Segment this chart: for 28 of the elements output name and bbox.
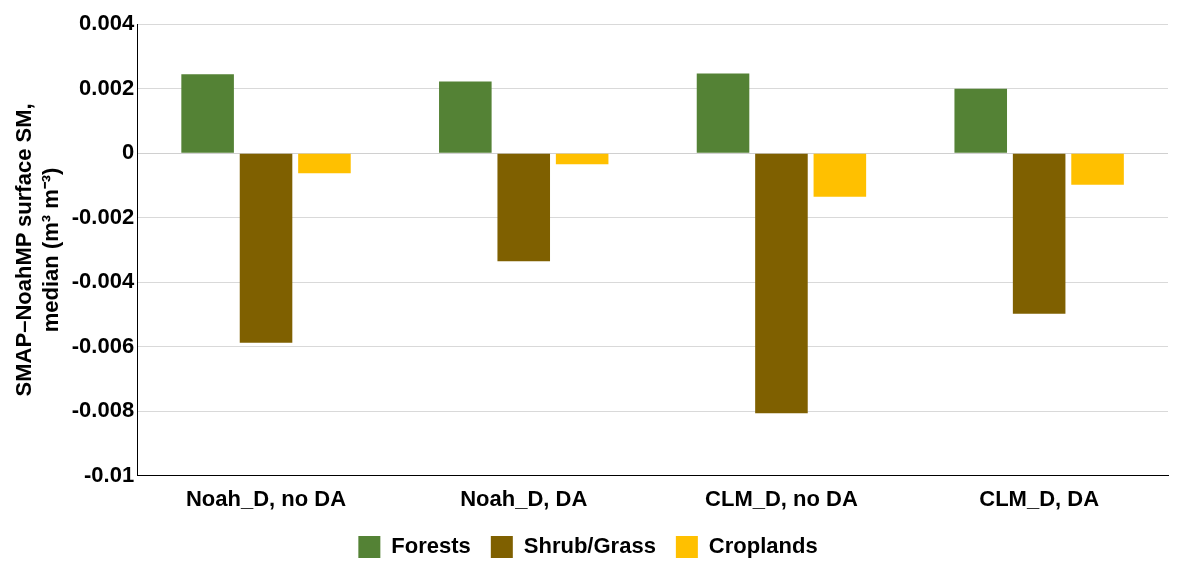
- y-axis-title: SMAP–NoahMP surface SM, median (m³ m⁻³): [11, 103, 63, 397]
- x-tick-label: Noah_D, no DA: [185, 485, 347, 511]
- y-tick-label: -0.004: [71, 268, 135, 294]
- bar: [497, 153, 551, 262]
- y-tick-label: -0.01: [84, 461, 135, 487]
- legend-label: Forests: [391, 533, 471, 559]
- x-tick-label: CLM_D, DA: [979, 485, 1100, 511]
- legend-label: Croplands: [708, 533, 818, 559]
- bar: [439, 81, 492, 153]
- bar: [813, 153, 867, 197]
- bar: [954, 88, 1008, 153]
- y-tick-label: 0: [121, 139, 135, 165]
- y-tick-label: 0.002: [79, 74, 135, 100]
- y-tick-label: -0.002: [71, 203, 135, 229]
- y-tick-label: -0.006: [71, 332, 135, 358]
- bar: [1012, 153, 1066, 314]
- legend-label: Shrub/Grass: [523, 533, 656, 559]
- x-tick-label: CLM_D, no DA: [705, 485, 858, 511]
- bar: [239, 153, 293, 343]
- y-tick-label: -0.008: [71, 397, 135, 423]
- bar: [298, 153, 351, 174]
- bar: [696, 73, 750, 153]
- y-tick-label: 0.004: [79, 10, 135, 36]
- bar: [755, 153, 808, 414]
- bar: [181, 74, 234, 153]
- bar: [1071, 153, 1124, 185]
- bar: [555, 153, 609, 165]
- x-tick-label: Noah_D, DA: [460, 485, 588, 511]
